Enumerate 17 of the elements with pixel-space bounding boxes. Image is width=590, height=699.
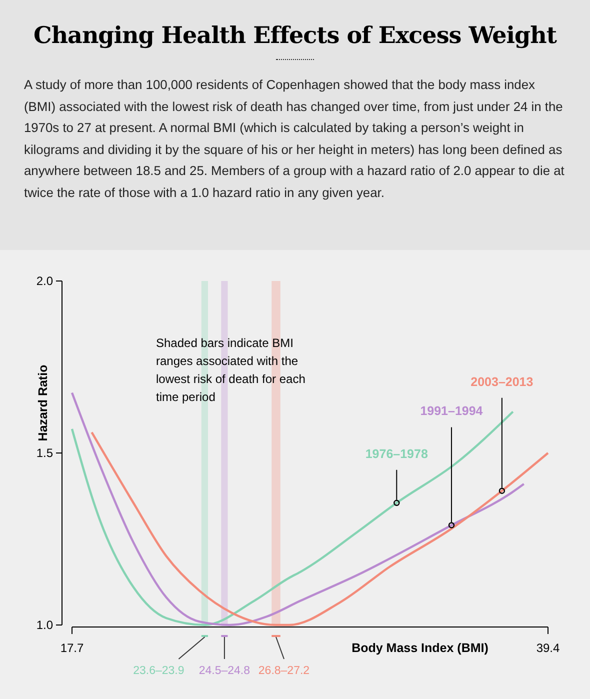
- y-tick-label: 1.5: [36, 446, 54, 460]
- y-axis-title: Hazard Ratio: [36, 364, 50, 442]
- band-label: 23.6–23.9: [133, 665, 184, 677]
- band-label: 24.5–24.8: [198, 665, 250, 677]
- y-tick-label: 2.0: [36, 274, 54, 288]
- line-series: [90, 431, 550, 626]
- annotation: Shaded bars indicate BMI ranges associated with the lowest risk of death for each time period: [156, 336, 306, 404]
- annotation: 1976–1978: [365, 446, 428, 461]
- y-tick-label: 1.0: [36, 618, 54, 632]
- annotation: 1991–1994: [420, 404, 483, 418]
- x-axis-title: Body Mass Index (BMI): [352, 641, 488, 655]
- x-tick-label: 17.7: [60, 641, 84, 655]
- x-tick-label: 39.4: [536, 641, 560, 655]
- band-label: 26.8–27.2: [258, 665, 310, 677]
- chart-subtitle: A study of more than 100,000 residents of Copenhagen showed that the body mass index (BMI) associated with the lowest risk of death has changed over time, from just under 24 in the 1970s to 27 at present. A normal BMI (which is calculated by taking a person’s weight in kilograms and dividing it by the square of his or her height in meters) has long been defined as anywhere between 18.5 and 25. Members of a group with a hazard ratio of 2.0 appear to die at twice the rate of those with a 1.0 hazard ratio in any given year.: [24, 76, 566, 202]
- chart-title: Changing Health Effects of Excess Weight: [32, 22, 558, 49]
- annotation: 2003–2013: [470, 374, 534, 389]
